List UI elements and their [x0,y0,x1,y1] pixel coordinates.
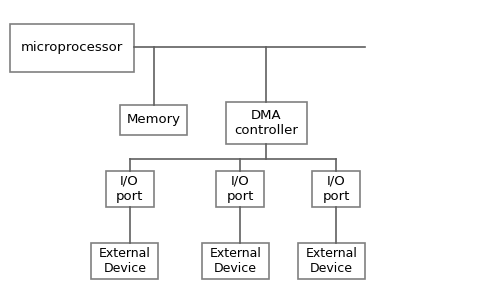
Text: I/O
port: I/O port [226,175,254,203]
FancyBboxPatch shape [312,171,360,207]
FancyBboxPatch shape [10,24,134,72]
FancyBboxPatch shape [216,171,264,207]
FancyBboxPatch shape [120,105,187,135]
Text: I/O
port: I/O port [322,175,350,203]
Text: DMA
controller: DMA controller [234,109,299,137]
FancyBboxPatch shape [106,171,154,207]
FancyBboxPatch shape [91,243,158,279]
FancyBboxPatch shape [226,102,307,144]
Text: External
Device: External Device [305,247,357,275]
FancyBboxPatch shape [298,243,365,279]
Text: I/O
port: I/O port [116,175,144,203]
Text: External
Device: External Device [99,247,151,275]
Text: microprocessor: microprocessor [21,41,123,55]
Text: Memory: Memory [127,113,180,127]
Text: External
Device: External Device [209,247,261,275]
FancyBboxPatch shape [202,243,269,279]
